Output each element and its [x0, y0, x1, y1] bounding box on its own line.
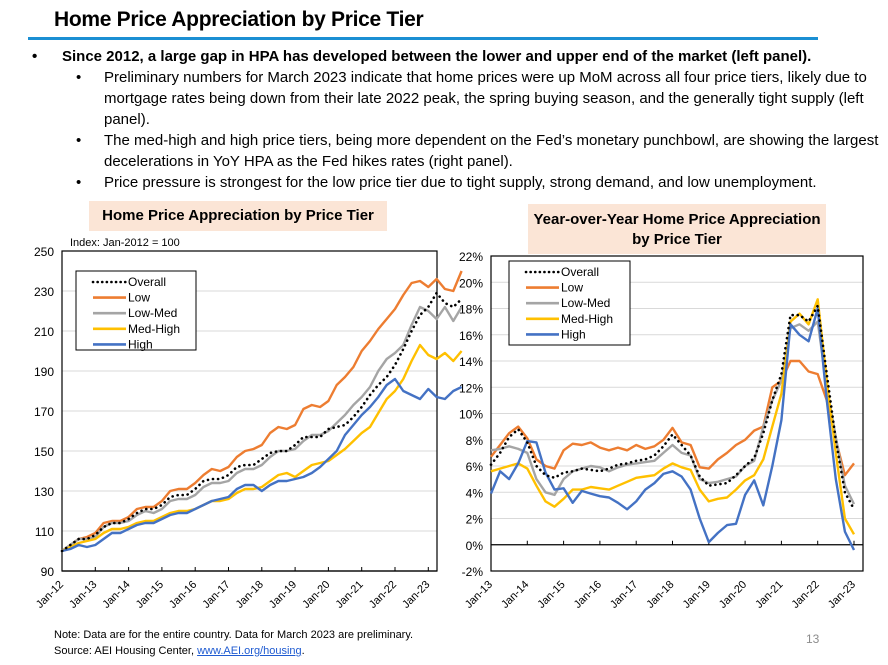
series-line-overall [60, 291, 463, 553]
series-line-low-med [490, 320, 856, 505]
source-prefix: Source: AEI Housing Center, [54, 645, 198, 657]
x-tick-label: Jan-22 [367, 579, 399, 611]
left-chart-subtitle: Index: Jan-2012 = 100 [70, 237, 180, 249]
x-tick-label: Jan-15 [535, 579, 567, 611]
x-tick-label: Jan-13 [67, 579, 99, 611]
source-link[interactable]: www.AEI.org/housing [197, 645, 302, 657]
x-tick-label: Jan-16 [572, 579, 604, 611]
x-tick-label: Jan-21 [753, 579, 785, 611]
y-tick-label: 16% [459, 329, 483, 343]
left-chart-title: Home Price Appreciation by Price Tier [89, 201, 387, 231]
x-tick-label: Jan-17 [608, 579, 640, 611]
series-line-high [489, 307, 856, 551]
x-tick-label: Jan-20 [717, 579, 749, 611]
series-line-low [61, 270, 463, 552]
x-tick-label: Jan-15 [134, 579, 166, 611]
y-tick-label: 0% [466, 539, 484, 553]
source-suffix: . [301, 645, 305, 657]
title-underline [28, 37, 818, 40]
y-tick-label: -2% [462, 565, 484, 579]
legend-label: Low-Med [128, 306, 177, 320]
series-line-med-high [61, 343, 463, 553]
legend-label: High [561, 327, 586, 341]
y-tick-label: 250 [34, 245, 54, 259]
y-tick-label: 4% [466, 486, 484, 500]
x-tick-label: Jan-21 [334, 579, 366, 611]
legend-box [508, 260, 631, 346]
legend-box [75, 270, 197, 351]
x-tick-label: Jan-14 [100, 579, 132, 611]
plot-border [490, 255, 864, 572]
series-line-overall [489, 304, 856, 511]
legend-label: Med-High [561, 312, 613, 326]
x-tick-label: Jan-23 [826, 579, 858, 611]
right-chart-title: Year-over-Year Home Price Appreciation b… [528, 204, 826, 254]
bullet-main-text: Since 2012, a large gap in HPA has devel… [62, 48, 812, 65]
bullet-list: • Since 2012, a large gap in HPA has dev… [28, 46, 888, 193]
bullet-main: • Since 2012, a large gap in HPA has dev… [28, 46, 888, 67]
series-line-low [490, 359, 855, 477]
bullet-glyph: • [32, 48, 38, 65]
legend-label: Med-High [128, 322, 180, 336]
page-title: Home Price Appreciation by Price Tier [54, 8, 424, 31]
x-tick-label: Jan-20 [300, 579, 332, 611]
series-line-high [61, 377, 463, 553]
bullet-glyph: • [76, 132, 82, 149]
x-tick-label: Jan-18 [234, 579, 266, 611]
y-tick-label: 14% [459, 355, 483, 369]
y-tick-label: 110 [35, 525, 54, 539]
page-number: 13 [806, 632, 820, 646]
series-line-low-med [61, 305, 463, 552]
legend-label: Low [561, 281, 583, 295]
bullet-glyph: • [76, 174, 82, 191]
y-tick-label: 10% [459, 408, 483, 422]
bullet-sub-text: Price pressure is strongest for the low … [104, 174, 817, 191]
source-line: Source: AEI Housing Center, www.AEI.org/… [54, 643, 413, 659]
x-tick-label: Jan-18 [644, 579, 676, 611]
footnote: Note: Data are for the entire country. D… [54, 627, 413, 659]
x-tick-label: Jan-23 [400, 579, 432, 611]
x-tick-label: Jan-16 [167, 579, 199, 611]
x-tick-label: Jan-17 [200, 579, 232, 611]
plot-border [61, 250, 438, 572]
x-tick-label: Jan-14 [499, 579, 531, 611]
x-tick-label: Jan-13 [463, 579, 495, 611]
x-tick-label: Jan-19 [681, 579, 713, 611]
legend-label: Overall [128, 275, 166, 289]
y-tick-label: 90 [41, 565, 55, 579]
x-tick-label: Jan-19 [267, 579, 299, 611]
note-text: Note: Data are for the entire country. D… [54, 629, 414, 641]
y-tick-label: 12% [459, 381, 483, 395]
bullet-sub: • Price pressure is strongest for the lo… [28, 172, 888, 193]
y-tick-label: 130 [34, 485, 54, 499]
y-tick-label: 170 [34, 405, 54, 419]
bullet-sub: • The med-high and high price tiers, bei… [28, 130, 888, 172]
legend-label: Low-Med [561, 296, 610, 310]
bullet-sub: • Preliminary numbers for March 2023 ind… [28, 67, 888, 130]
y-tick-label: 210 [34, 325, 54, 339]
legend-label: High [128, 337, 153, 351]
bullet-sub-text: Preliminary numbers for March 2023 indic… [104, 69, 867, 128]
y-tick-label: 18% [459, 303, 483, 317]
y-tick-label: 22% [459, 250, 483, 264]
legend-label: Low [128, 291, 150, 305]
y-tick-label: 150 [34, 445, 54, 459]
y-tick-label: 230 [34, 285, 54, 299]
bullet-sub-text: The med-high and high price tiers, being… [104, 132, 879, 170]
y-tick-label: 6% [466, 460, 484, 474]
y-tick-label: 20% [459, 276, 483, 290]
x-tick-label: Jan-22 [790, 579, 822, 611]
legend-label: Overall [561, 265, 599, 279]
y-tick-label: 2% [466, 513, 484, 527]
x-tick-label: Jan-12 [34, 579, 66, 611]
y-tick-label: 8% [466, 434, 484, 448]
series-line-med-high [490, 298, 856, 535]
y-tick-label: 190 [34, 365, 54, 379]
bullet-glyph: • [76, 69, 82, 86]
